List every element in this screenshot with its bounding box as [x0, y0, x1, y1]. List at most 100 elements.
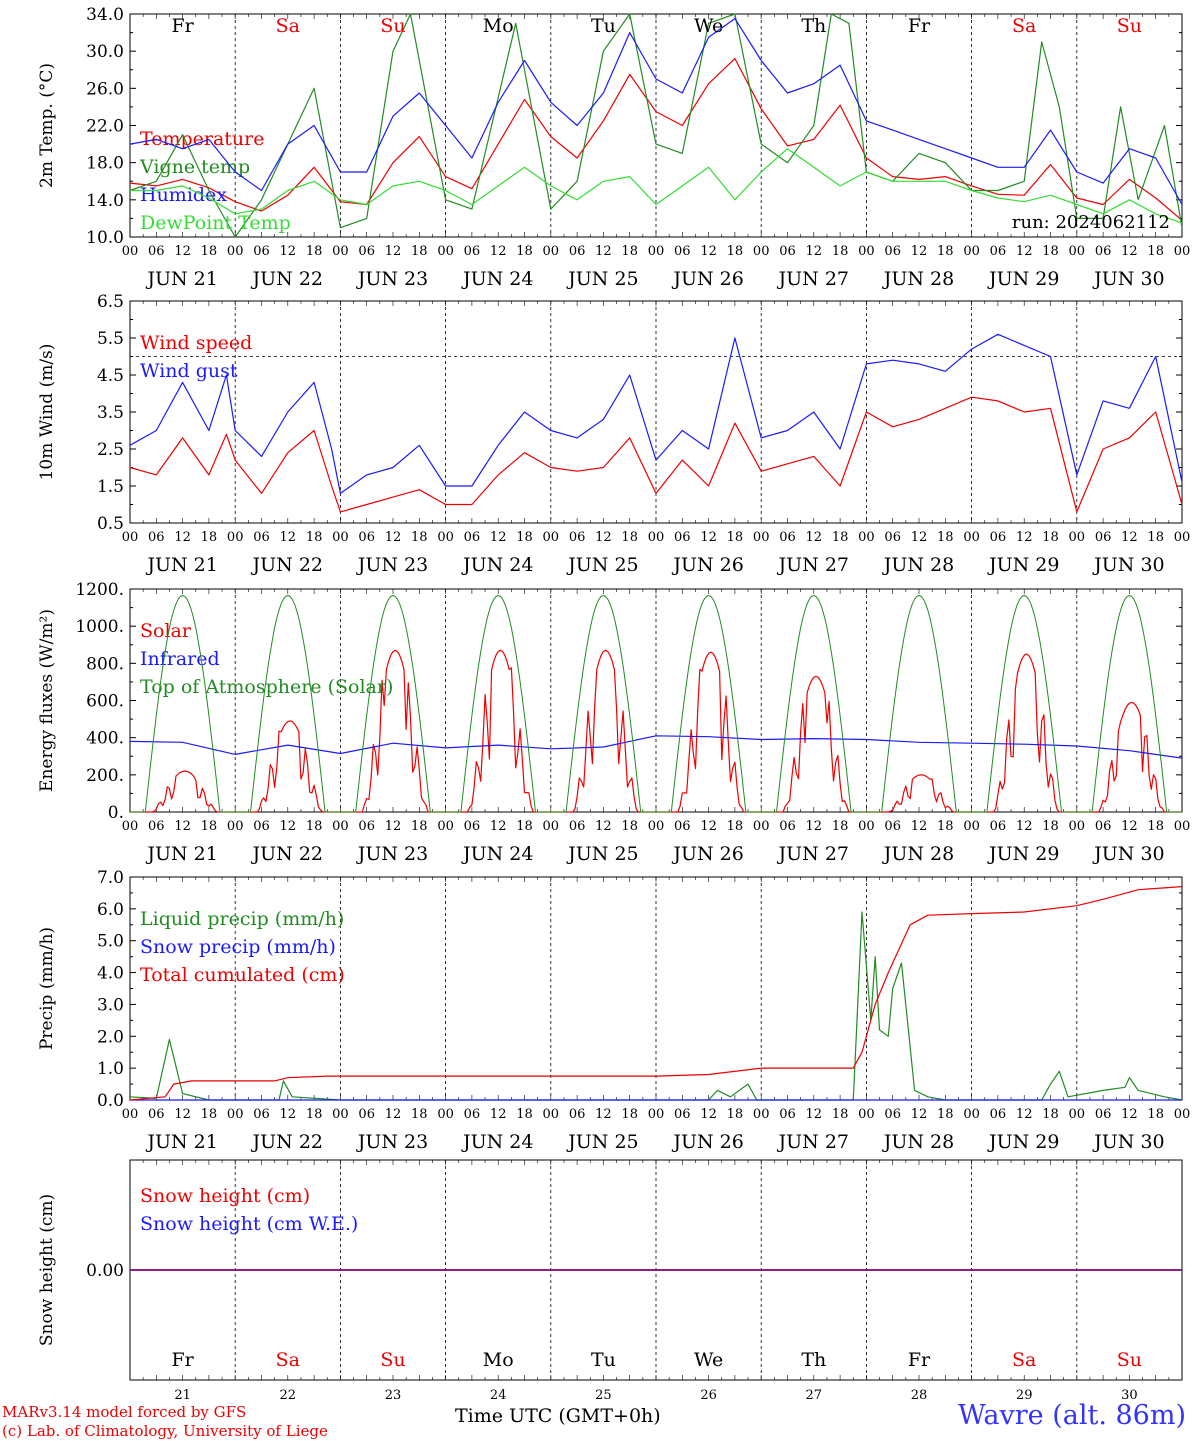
x-date-label: JUN 27 [777, 1131, 849, 1153]
x-hour-label: 12 [385, 1107, 402, 1122]
x-hour-label: 18 [516, 819, 533, 834]
series-line-humidex [129, 18, 1183, 205]
day-number-label: 22 [280, 1388, 297, 1403]
day-number-label: 23 [385, 1388, 402, 1403]
x-hour-label: 12 [385, 819, 402, 834]
x-hour-label: 00 [753, 819, 770, 834]
station-label: Wavre (alt. 86m) [958, 1400, 1186, 1431]
x-date-label: JUN 21 [145, 843, 217, 865]
x-hour-label: 00 [122, 819, 139, 834]
x-hour-label: 06 [674, 1107, 691, 1122]
y-tick-label: 600. [86, 692, 124, 712]
x-hour-label: 12 [806, 244, 823, 259]
x-hour-label: 12 [490, 244, 507, 259]
legend-entry: Top of Atmosphere (Solar) [140, 676, 393, 698]
run-label: run: 2024062112 [1012, 212, 1170, 233]
series-line-vigne-temp [129, 13, 1183, 238]
weekday-label: Su [1117, 1349, 1142, 1371]
weekday-label: Su [380, 15, 405, 37]
x-hour-label: 18 [201, 819, 218, 834]
x-hour-label: 18 [621, 244, 638, 259]
x-hour-label: 00 [122, 1107, 139, 1122]
y-tick-label: 6.0 [97, 900, 124, 920]
y-tick-label: 5.5 [97, 329, 124, 349]
model-credit: MARv3.14 model forced by GFS (c) Lab. of… [2, 1403, 328, 1441]
y-tick-label: 30.0 [86, 42, 124, 62]
x-hour-label: 06 [358, 244, 375, 259]
day-number-label: 28 [911, 1388, 928, 1403]
x-hour-label: 00 [227, 819, 244, 834]
x-hour-label: 18 [1147, 819, 1164, 834]
x-hour-label: 06 [358, 530, 375, 545]
x-hour-label: 00 [227, 1107, 244, 1122]
x-hour-label: 06 [464, 244, 481, 259]
x-hour-label: 12 [1016, 1107, 1033, 1122]
x-hour-label: 12 [490, 1107, 507, 1122]
x-date-label: JUN 27 [777, 843, 849, 865]
x-hour-label: 00 [543, 530, 560, 545]
y-tick-label: 34.0 [86, 5, 124, 25]
weekday-label: Sa [1012, 15, 1036, 37]
weekday-label: Tu [591, 15, 616, 37]
legend-entry: Temperature [140, 128, 264, 150]
x-date-label: JUN 29 [987, 268, 1059, 290]
x-hour-label: 06 [148, 819, 165, 834]
y-tick-label: 0.00 [86, 1261, 124, 1281]
y-tick-label: 10.0 [86, 228, 124, 248]
x-date-label: JUN 22 [251, 554, 323, 576]
x-hour-label: 06 [990, 1107, 1007, 1122]
legend-entry: Wind speed [140, 332, 252, 354]
x-hour-label: 12 [1121, 530, 1138, 545]
x-hour-label: 18 [306, 819, 323, 834]
x-hour-label: 06 [464, 530, 481, 545]
x-date-label: JUN 21 [145, 1131, 217, 1153]
x-hour-label: 06 [990, 530, 1007, 545]
x-date-label: JUN 25 [566, 554, 638, 576]
series-line-infrared [129, 735, 1183, 759]
weekday-label: Su [1117, 15, 1142, 37]
x-hour-label: 12 [490, 530, 507, 545]
x-hour-label: 12 [174, 1107, 191, 1122]
x-hour-label: 00 [1069, 1107, 1086, 1122]
x-hour-label: 12 [911, 1107, 928, 1122]
legend-entry: Wind gust [140, 360, 238, 382]
x-hour-label: 12 [595, 819, 612, 834]
x-hour-label: 18 [727, 1107, 744, 1122]
weekday-label: Sa [276, 1349, 300, 1371]
x-hour-label: 06 [674, 244, 691, 259]
weekday-label: Su [380, 1349, 405, 1371]
y-tick-label: 22.0 [86, 117, 124, 137]
y-tick-label: 26.0 [86, 79, 124, 99]
x-date-label: JUN 27 [777, 268, 849, 290]
y-tick-label: 1.5 [97, 477, 124, 497]
x-hour-label: 12 [385, 244, 402, 259]
x-hour-label: 12 [490, 819, 507, 834]
x-hour-label: 18 [516, 244, 533, 259]
x-hour-label: 00 [543, 819, 560, 834]
x-hour-label: 18 [727, 530, 744, 545]
x-hour-label: 06 [884, 530, 901, 545]
x-hour-label: 06 [779, 819, 796, 834]
weekday-label: Th [801, 1349, 826, 1371]
x-date-label: JUN 27 [777, 554, 849, 576]
x-date-label: JUN 28 [882, 843, 954, 865]
lab-credit: (c) Lab. of Climatology, University of L… [2, 1422, 328, 1440]
x-hour-label: 00 [963, 530, 980, 545]
x-date-label: JUN 26 [671, 1131, 743, 1153]
x-date-label: JUN 30 [1092, 843, 1164, 865]
x-hour-label: 06 [884, 819, 901, 834]
x-date-label: JUN 29 [987, 554, 1059, 576]
x-hour-label: 00 [437, 244, 454, 259]
legend-entry: Vigne temp [139, 156, 250, 178]
x-hour-label: 00 [648, 1107, 665, 1122]
y-tick-label: 18.0 [86, 154, 124, 174]
x-hour-label: 18 [1042, 244, 1059, 259]
x-hour-label: 06 [990, 244, 1007, 259]
x-hour-label: 06 [1095, 1107, 1112, 1122]
y-tick-label: 800. [86, 654, 124, 674]
x-hour-label: 12 [911, 819, 928, 834]
x-date-label: JUN 23 [356, 554, 428, 576]
day-number-label: 21 [174, 1388, 191, 1403]
x-hour-label: 06 [884, 1107, 901, 1122]
